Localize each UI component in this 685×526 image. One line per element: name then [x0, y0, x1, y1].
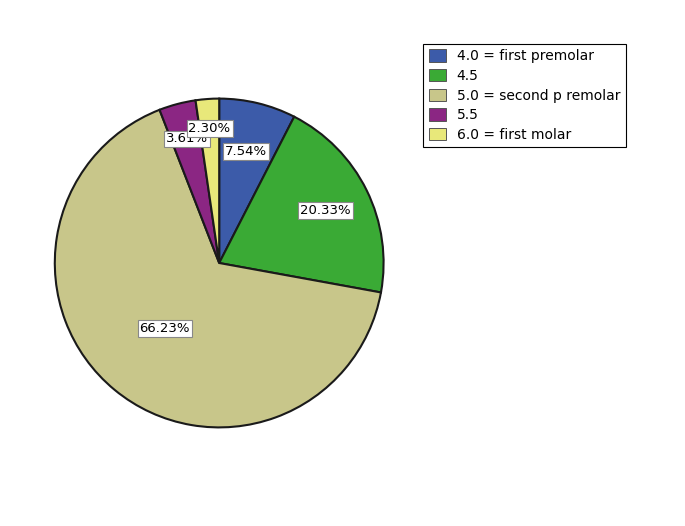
Wedge shape — [195, 98, 219, 263]
Wedge shape — [55, 110, 381, 428]
Wedge shape — [219, 117, 384, 292]
Text: 3.61%: 3.61% — [166, 133, 208, 146]
Text: 2.30%: 2.30% — [188, 122, 231, 135]
Wedge shape — [219, 98, 294, 263]
Text: 20.33%: 20.33% — [300, 204, 351, 217]
Text: 66.23%: 66.23% — [140, 322, 190, 336]
Wedge shape — [160, 100, 219, 263]
Legend: 4.0 = first premolar, 4.5, 5.0 = second p remolar, 5.5, 6.0 = first molar: 4.0 = first premolar, 4.5, 5.0 = second … — [423, 44, 626, 147]
Text: 7.54%: 7.54% — [225, 145, 267, 158]
